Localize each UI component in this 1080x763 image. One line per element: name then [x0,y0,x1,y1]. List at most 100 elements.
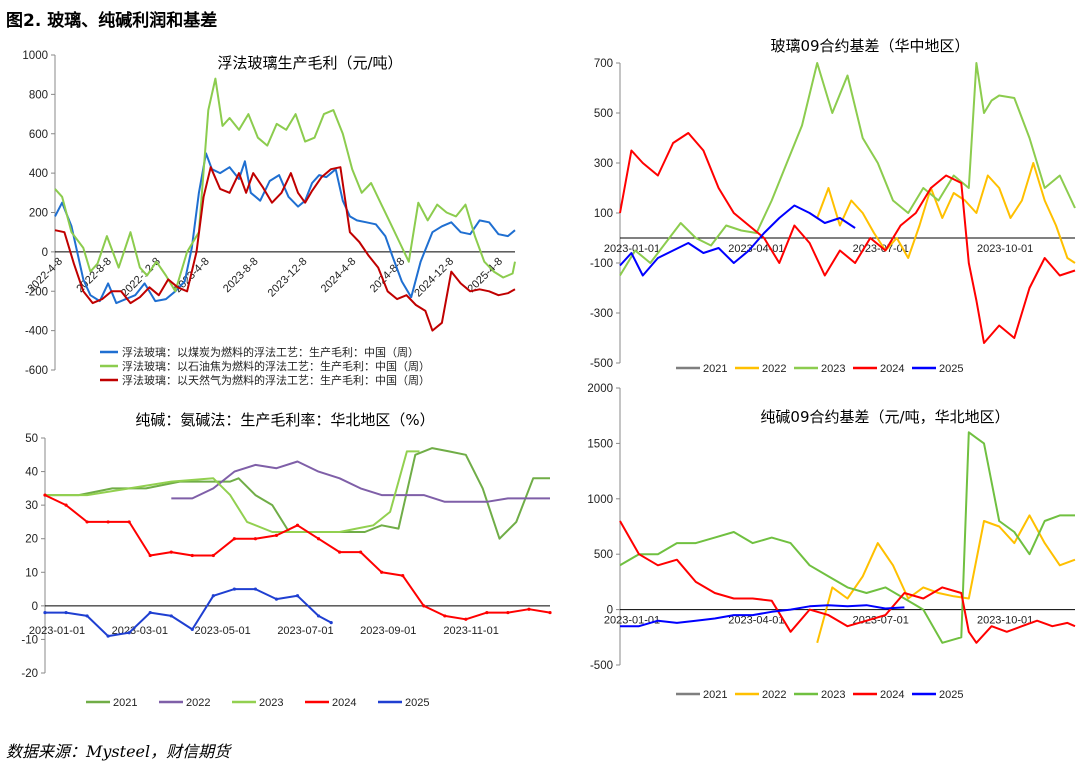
y-tick-label: 2000 [587,383,613,395]
series-point [43,493,47,497]
legend-label: 2024 [880,363,904,375]
series-line-3 [619,520,1076,644]
y-tick-label: -600 [25,365,48,377]
y-tick-label: 500 [594,108,613,120]
x-tick-label: 2023-11-01 [443,625,498,637]
series-line-4 [620,604,905,628]
y-tick-label: 1500 [587,438,613,450]
legend-label: 2021 [703,689,727,701]
legend-label: 2022 [762,363,786,375]
y-tick-label: -20 [21,668,38,680]
series-point [127,631,131,635]
series-line-2 [45,450,420,533]
y-tick-label: 0 [32,601,38,613]
x-tick-label: 2024-4-8 [319,256,359,296]
legend-label: 浮法玻璃：以煤炭为燃料的浮法工艺：生产毛利：中国（周） [122,345,419,359]
series-point [127,520,131,524]
y-tick-label: 0 [607,605,613,617]
y-tick-label: -200 [25,286,48,298]
y-tick-label: 0 [42,247,48,259]
y-tick-label: 200 [29,208,48,220]
x-tick-label: 2023-05-01 [194,625,250,637]
series-line-1 [816,514,1076,644]
chart-title: 纯碱：氨碱法：生产毛利率：华北地区（%） [135,411,434,429]
legend-label: 2022 [186,697,210,709]
series-point [253,587,258,591]
y-tick-label: -500 [590,660,613,672]
series-point [329,621,333,625]
figure-title: 图2. 玻璃、纯碱利润和基差 [6,11,218,31]
soda-margin-svg: 纯碱：氨碱法：生产毛利率：华北地区（%） -20 -10 0 10 20 30 40 50 202… [21,411,552,709]
legend-label: 浮法玻璃：以石油焦为燃料的浮法工艺：生产毛利：中国（周） [122,359,430,373]
y-tick-label: 400 [29,168,48,180]
series-line-1 [816,162,1076,264]
y-tick-label: 600 [29,129,48,141]
series-line-2 [54,166,516,332]
x-tick-label: 2023-01-01 [29,625,85,637]
glass-profit-svg: 浮法玻璃生产毛利（元/吨） -600 -400 -200 0 200 400 600 800 10… [22,50,516,387]
series-point [274,533,279,537]
y-tick-label: -100 [590,258,613,270]
series-point [443,614,447,618]
x-tick-label: 2023-09-01 [360,625,416,637]
legend-label: 2025 [405,697,429,709]
y-tick-label: 800 [29,89,48,101]
chart-glass-basis: 玻璃09合约基差（华中地区） -500 -300 -100 100 300 500 700 20… [560,35,1080,385]
series-point [316,537,321,541]
y-tick-label: 100 [594,208,613,220]
y-tick-label: 40 [25,467,38,479]
series-point [527,607,531,611]
series-line-2 [619,431,1075,644]
x-tick-label: 2023-04-01 [728,243,784,255]
x-tick-label: 2023-01-01 [604,615,660,627]
series-point [190,553,194,558]
series-point [548,610,552,615]
series-point [148,610,152,615]
series-point [169,550,173,554]
series-point [148,553,152,558]
series-point [295,594,300,598]
legend-label: 2022 [762,689,786,701]
legend-label: 2025 [939,689,963,701]
series-line-3 [619,132,1076,344]
series-point [359,550,363,554]
y-tick-label: -500 [590,358,613,370]
series-point [316,614,321,618]
series-point [422,604,426,608]
chart-title: 浮法玻璃生产毛利（元/吨） [217,54,402,72]
series-point [64,503,68,507]
legend-label: 2024 [880,689,904,701]
series-point [106,520,110,524]
x-tick-label: 2023-12-8 [266,256,310,300]
y-tick-label: 30 [25,500,38,512]
x-tick-label: 2023-8-8 [221,256,261,296]
y-tick-label: -300 [590,308,613,320]
series-point [337,550,342,554]
glass-basis-svg: 玻璃09合约基差（华中地区） -500 -300 -100 100 300 500 700 20… [590,37,1076,375]
legend-label: 2025 [939,363,963,375]
x-tick-label: 2023-04-01 [728,615,784,627]
chart-soda-margin: 纯碱：氨碱法：生产毛利率：华北地区（%） -20 -10 0 10 20 30 40 50 202… [0,405,560,725]
x-tick-label: 2023-07-01 [853,615,909,627]
y-tick-label: -10 [21,634,38,646]
y-tick-label: 700 [594,58,613,70]
series-point [106,634,110,638]
legend-label: 2024 [332,697,356,709]
series-point [485,610,489,615]
y-tick-label: 300 [594,158,613,170]
legend-label: 2023 [821,363,845,375]
legend-label: 2021 [113,697,137,709]
series-point [295,523,300,527]
series-point [232,537,236,541]
series-point [85,614,89,618]
series-point [85,520,89,524]
legend-label: 2023 [821,689,845,701]
y-tick-label: 500 [594,549,613,561]
series-point [43,610,47,615]
x-tick-label: 2023-01-01 [604,243,660,255]
legend-label: 浮法玻璃：以天然气为燃料的浮法工艺：生产毛利：中国（周） [122,373,430,387]
series-point [64,610,68,615]
y-tick-label: 10 [25,567,38,579]
series-point [464,617,468,621]
series-line-2 [619,62,1076,277]
